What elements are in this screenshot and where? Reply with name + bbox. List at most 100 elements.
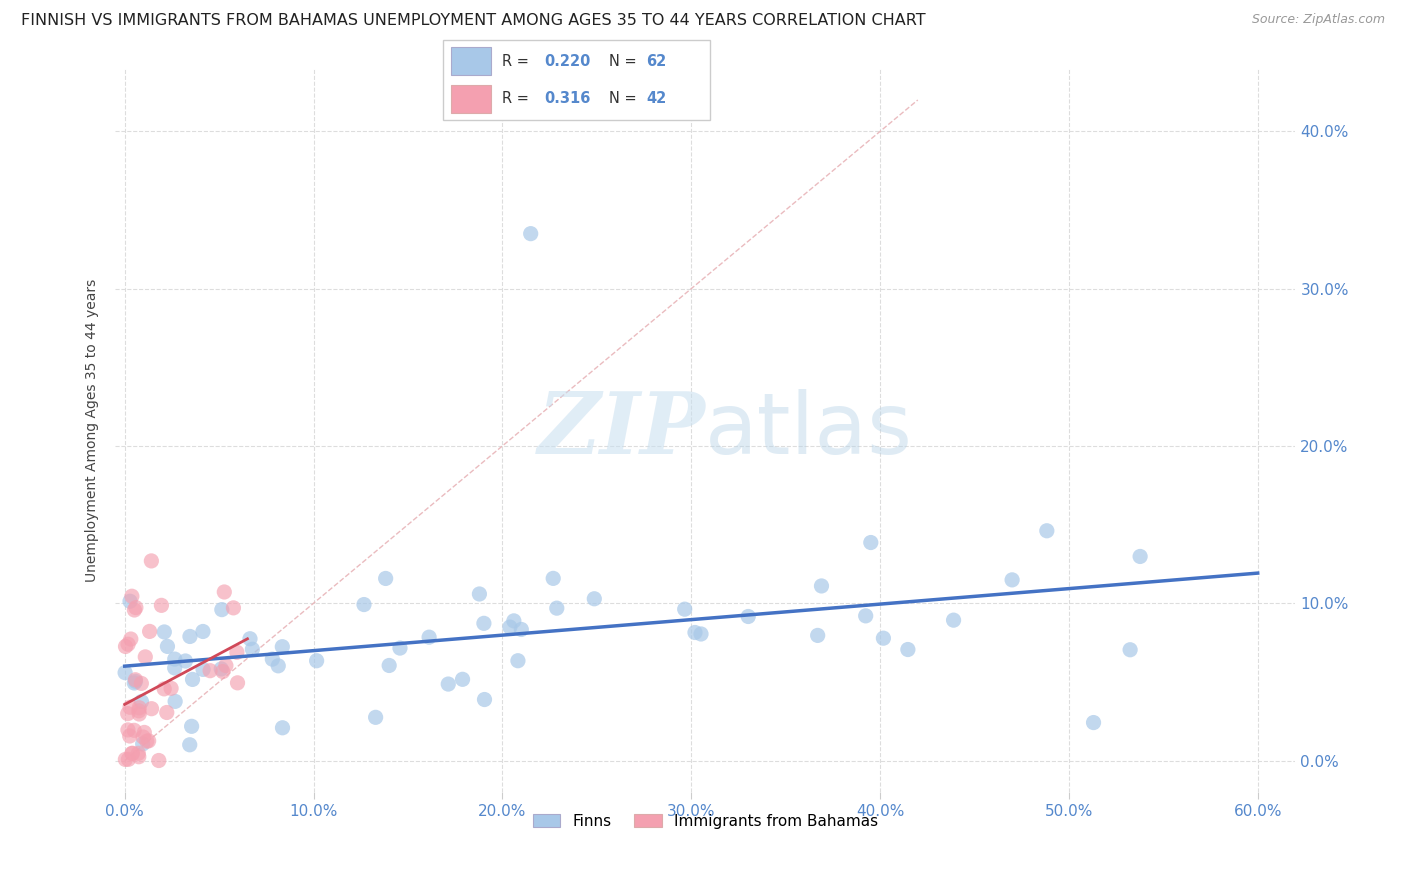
Point — [180, 719, 202, 733]
Point — [117, 752, 139, 766]
Point — [1001, 573, 1024, 587]
Point — [121, 747, 143, 761]
Point — [179, 738, 201, 752]
Point — [418, 630, 440, 644]
Point — [138, 624, 160, 639]
Point — [174, 654, 197, 668]
Point — [121, 589, 143, 603]
Text: 0.316: 0.316 — [544, 91, 591, 106]
Point — [122, 723, 145, 738]
Point — [124, 673, 146, 687]
Point — [1036, 524, 1059, 538]
Point — [153, 624, 176, 639]
Point — [141, 554, 163, 568]
Text: N =: N = — [609, 91, 636, 106]
Point — [132, 730, 155, 744]
Text: atlas: atlas — [706, 389, 914, 472]
Point — [128, 704, 150, 718]
Point — [153, 681, 176, 696]
Point — [271, 640, 294, 654]
Point — [117, 723, 139, 737]
Text: ZIP: ZIP — [537, 389, 706, 472]
Point — [468, 587, 491, 601]
Point — [156, 706, 179, 720]
Point — [150, 599, 173, 613]
Point — [117, 637, 139, 651]
Point — [502, 614, 524, 628]
Point — [181, 673, 204, 687]
Point — [114, 752, 136, 766]
Point — [942, 613, 965, 627]
Point — [138, 734, 160, 748]
Point — [546, 601, 568, 615]
Point — [737, 609, 759, 624]
Point — [271, 721, 294, 735]
Point — [128, 749, 150, 764]
Point — [124, 603, 146, 617]
Point — [855, 608, 877, 623]
Point — [510, 623, 533, 637]
FancyBboxPatch shape — [451, 85, 491, 113]
FancyBboxPatch shape — [451, 47, 491, 76]
Text: R =: R = — [502, 91, 529, 106]
Point — [120, 632, 142, 646]
Point — [267, 658, 290, 673]
Point — [163, 661, 186, 675]
Point — [131, 695, 153, 709]
Point — [198, 664, 221, 678]
Point — [690, 627, 713, 641]
Text: 0.220: 0.220 — [544, 54, 591, 70]
Point — [388, 641, 411, 656]
Point — [262, 652, 284, 666]
Point — [506, 654, 529, 668]
FancyBboxPatch shape — [443, 40, 710, 120]
Point — [378, 658, 401, 673]
Point — [160, 681, 183, 696]
Point — [118, 700, 141, 714]
Point — [1083, 715, 1105, 730]
Point — [240, 642, 263, 657]
Point — [214, 585, 236, 599]
Point — [374, 571, 396, 585]
Point — [191, 624, 214, 639]
Point — [437, 677, 460, 691]
Point — [451, 673, 474, 687]
Point — [114, 665, 136, 680]
Point — [810, 579, 832, 593]
Point — [583, 591, 606, 606]
Point — [474, 692, 496, 706]
Point — [118, 594, 141, 608]
Point — [859, 535, 882, 549]
Point — [305, 654, 328, 668]
Point — [118, 729, 141, 743]
Point — [225, 645, 247, 659]
Point — [128, 706, 150, 721]
Point — [179, 630, 201, 644]
Text: N =: N = — [609, 54, 636, 70]
Y-axis label: Unemployment Among Ages 35 to 44 years: Unemployment Among Ages 35 to 44 years — [86, 278, 100, 582]
Point — [148, 754, 170, 768]
Point — [128, 700, 150, 714]
Point — [209, 662, 232, 676]
Point — [519, 227, 541, 241]
Point — [191, 662, 214, 676]
Text: 62: 62 — [645, 54, 666, 70]
Point — [211, 665, 233, 679]
Point — [1119, 642, 1142, 657]
Point — [364, 710, 387, 724]
Point — [121, 746, 143, 760]
Point — [117, 706, 139, 721]
Text: FINNISH VS IMMIGRANTS FROM BAHAMAS UNEMPLOYMENT AMONG AGES 35 TO 44 YEARS CORREL: FINNISH VS IMMIGRANTS FROM BAHAMAS UNEMP… — [21, 13, 925, 29]
Point — [226, 676, 249, 690]
Point — [114, 640, 136, 654]
Point — [1129, 549, 1152, 564]
Point — [156, 640, 179, 654]
Point — [134, 649, 156, 664]
Point — [353, 598, 375, 612]
Point — [673, 602, 696, 616]
Text: Source: ZipAtlas.com: Source: ZipAtlas.com — [1251, 13, 1385, 27]
Point — [124, 674, 146, 689]
Point — [897, 642, 920, 657]
Point — [807, 628, 830, 642]
Point — [872, 631, 894, 645]
